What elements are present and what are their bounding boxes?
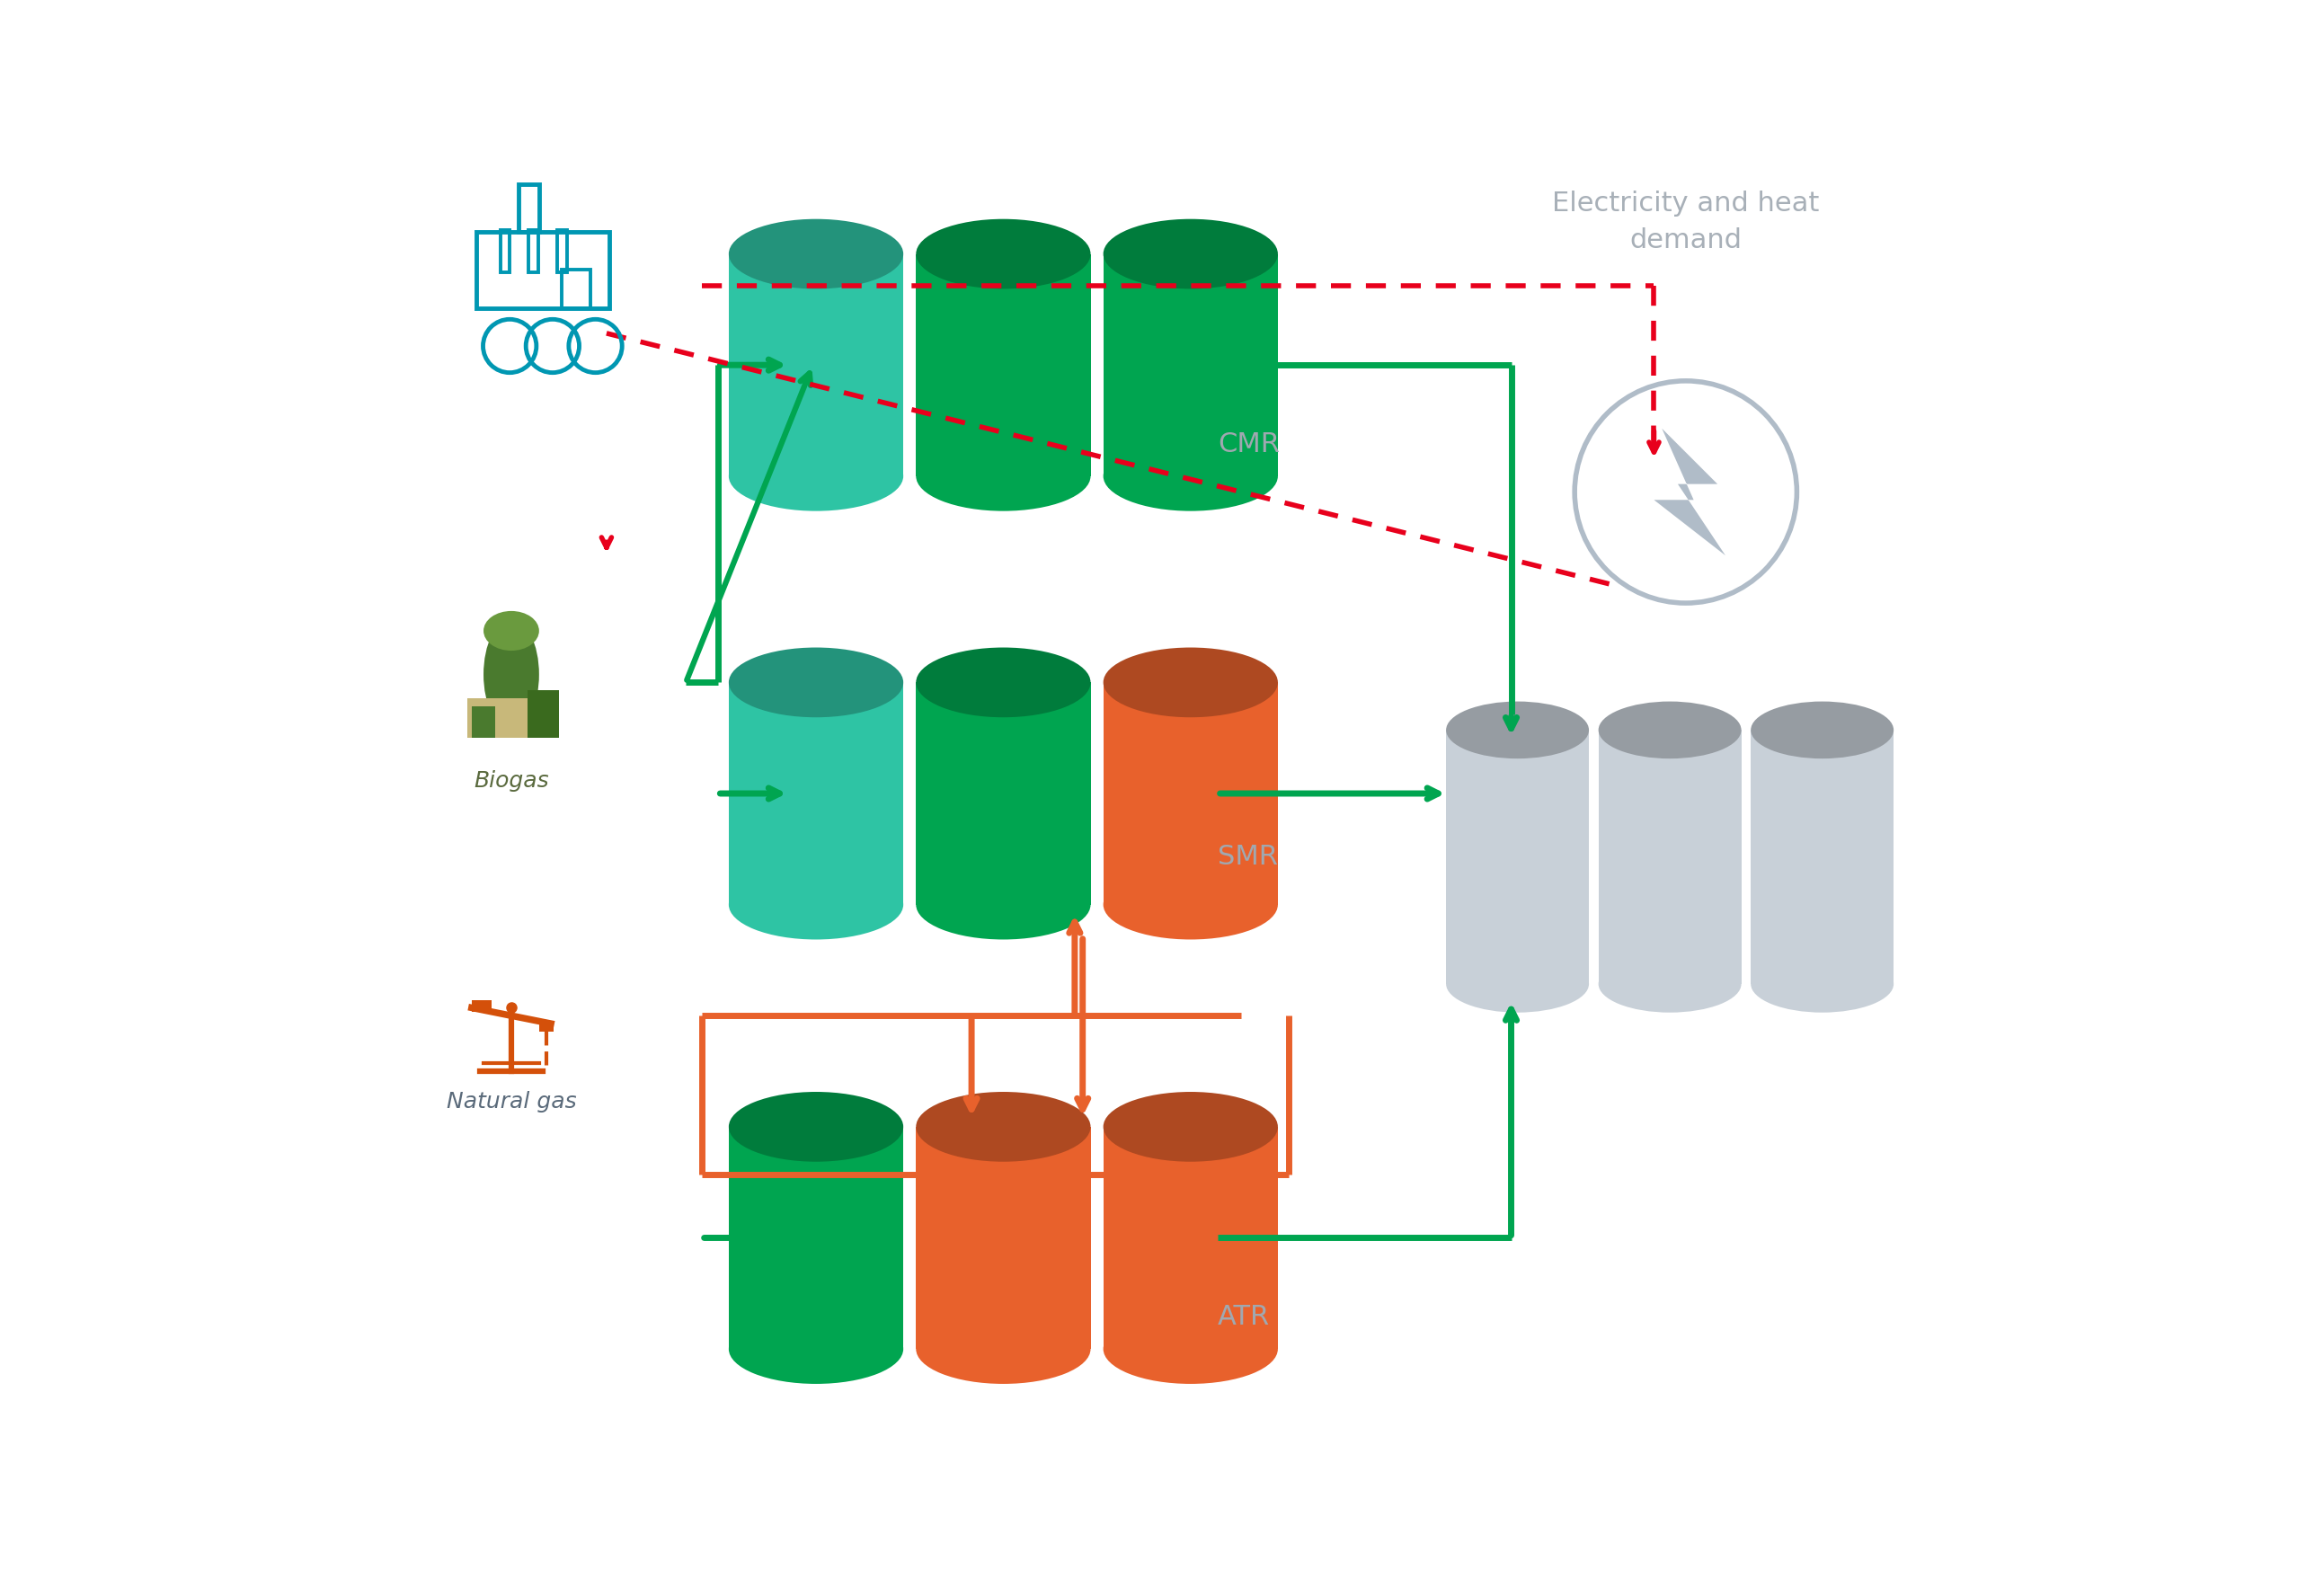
- Ellipse shape: [730, 1314, 904, 1384]
- Ellipse shape: [730, 647, 904, 717]
- FancyBboxPatch shape: [916, 1127, 1090, 1349]
- Ellipse shape: [483, 611, 539, 651]
- Ellipse shape: [916, 1314, 1090, 1384]
- Bar: [518, 184, 539, 232]
- Ellipse shape: [1599, 701, 1741, 759]
- FancyBboxPatch shape: [1104, 682, 1278, 905]
- FancyBboxPatch shape: [916, 254, 1090, 476]
- Ellipse shape: [1104, 870, 1278, 940]
- Bar: [472, 706, 495, 738]
- FancyBboxPatch shape: [1446, 730, 1590, 984]
- FancyBboxPatch shape: [1750, 730, 1894, 984]
- FancyBboxPatch shape: [1104, 254, 1278, 476]
- FancyBboxPatch shape: [730, 254, 904, 476]
- Bar: [562, 270, 590, 308]
- Ellipse shape: [1104, 1092, 1278, 1162]
- FancyBboxPatch shape: [1599, 730, 1741, 984]
- FancyBboxPatch shape: [916, 682, 1090, 905]
- Bar: [558, 230, 567, 273]
- FancyBboxPatch shape: [730, 682, 904, 905]
- Ellipse shape: [916, 441, 1090, 511]
- Ellipse shape: [1104, 441, 1278, 511]
- Ellipse shape: [1599, 955, 1741, 1013]
- Text: Biogas: Biogas: [474, 770, 548, 792]
- Polygon shape: [1655, 428, 1724, 555]
- Ellipse shape: [916, 870, 1090, 940]
- Ellipse shape: [1104, 647, 1278, 717]
- Bar: [528, 690, 558, 738]
- Text: ATR: ATR: [1218, 1305, 1269, 1330]
- Bar: [530, 230, 539, 273]
- Bar: [539, 1022, 553, 1032]
- Ellipse shape: [1104, 1314, 1278, 1384]
- Text: Natural gas: Natural gas: [446, 1092, 576, 1112]
- Bar: [472, 1000, 490, 1013]
- Text: CMR: CMR: [1218, 432, 1281, 457]
- Ellipse shape: [1750, 955, 1894, 1013]
- Ellipse shape: [1104, 219, 1278, 289]
- Ellipse shape: [730, 441, 904, 511]
- Ellipse shape: [1446, 955, 1590, 1013]
- FancyBboxPatch shape: [730, 1127, 904, 1349]
- Text: Electricity and heat
demand: Electricity and heat demand: [1552, 190, 1820, 254]
- Ellipse shape: [916, 647, 1090, 717]
- Ellipse shape: [1446, 701, 1590, 759]
- Ellipse shape: [916, 219, 1090, 289]
- FancyBboxPatch shape: [1104, 1127, 1278, 1349]
- Ellipse shape: [730, 219, 904, 289]
- Bar: [476, 232, 609, 308]
- Ellipse shape: [483, 619, 539, 730]
- Ellipse shape: [730, 870, 904, 940]
- Bar: [467, 698, 555, 738]
- Ellipse shape: [916, 1092, 1090, 1162]
- Ellipse shape: [730, 1092, 904, 1162]
- Ellipse shape: [1750, 701, 1894, 759]
- Bar: [500, 230, 509, 273]
- Text: SMR: SMR: [1218, 844, 1278, 870]
